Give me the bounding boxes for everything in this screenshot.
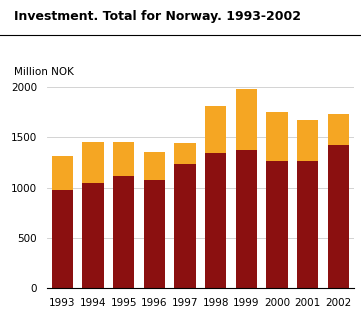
Bar xyxy=(205,153,226,288)
Bar xyxy=(297,120,318,161)
Bar xyxy=(328,114,349,145)
Bar xyxy=(82,142,104,183)
Bar xyxy=(266,112,288,161)
Text: Investment. Total for Norway. 1993-2002: Investment. Total for Norway. 1993-2002 xyxy=(14,10,301,23)
Bar xyxy=(113,142,134,176)
Bar xyxy=(52,190,73,288)
Bar xyxy=(144,180,165,288)
Bar xyxy=(52,156,73,190)
Bar xyxy=(236,150,257,288)
Bar xyxy=(113,176,134,288)
Bar xyxy=(328,145,349,288)
Bar xyxy=(205,106,226,153)
Bar xyxy=(174,143,196,164)
Text: Million NOK: Million NOK xyxy=(14,67,74,77)
Bar xyxy=(82,183,104,288)
Bar xyxy=(174,164,196,288)
Bar xyxy=(266,161,288,288)
Bar xyxy=(236,89,257,150)
Bar xyxy=(144,152,165,180)
Bar xyxy=(297,161,318,288)
